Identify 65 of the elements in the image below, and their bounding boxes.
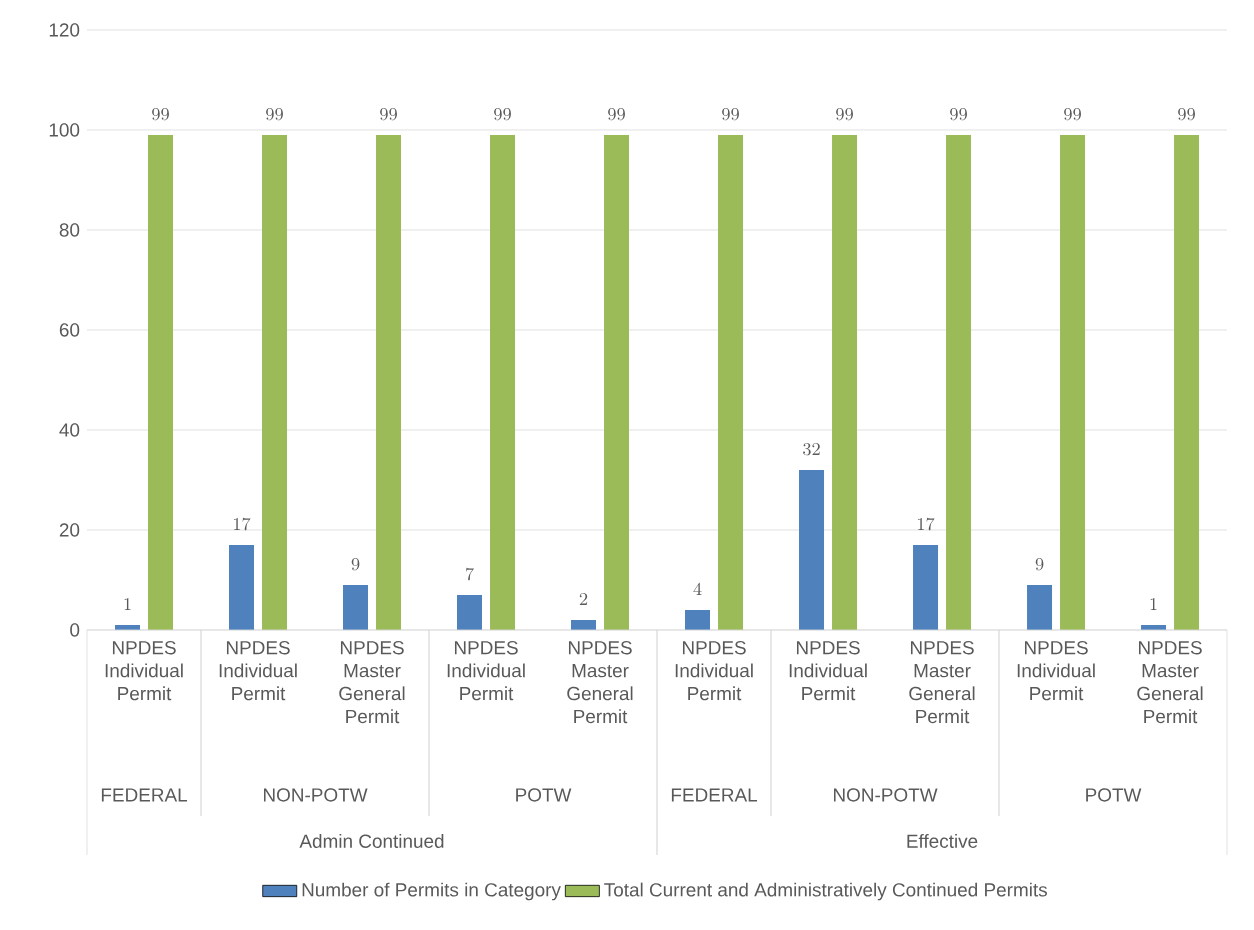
data-label: 99 — [1064, 108, 1081, 121]
legend-label: Total Current and Administratively Continued Permits — [604, 882, 1047, 901]
bar — [685, 609, 711, 630]
data-label: 4 — [693, 582, 702, 595]
x-tick-label: NPDES Individual Permit — [789, 641, 867, 701]
text: FEDERAL — [101, 788, 188, 802]
bar — [799, 469, 825, 630]
bar — [832, 134, 858, 630]
data-label: 99 — [608, 108, 625, 121]
bar — [571, 619, 597, 630]
bar — [913, 544, 939, 630]
data-label: 32 — [803, 443, 820, 456]
bar — [1027, 584, 1053, 630]
bar — [718, 134, 744, 630]
data-label: 2 — [579, 593, 588, 605]
data-label: 99 — [1178, 108, 1195, 121]
text: NON-POTW — [834, 788, 938, 802]
bar — [1174, 134, 1200, 630]
x-tick-label: NPDES Individual Permit — [105, 641, 183, 701]
bar — [262, 134, 288, 630]
text: FEDERAL — [671, 788, 758, 802]
y-tick-label: 60 — [59, 323, 80, 337]
y-tick-label: 120 — [49, 23, 80, 37]
data-label: 99 — [152, 108, 169, 121]
bar — [604, 134, 630, 630]
x-tick-label: NPDES Master General Permit — [909, 641, 975, 724]
bar — [148, 134, 174, 630]
y-tick-label: 80 — [59, 223, 80, 237]
text: Effective — [907, 834, 978, 848]
data-label: 99 — [380, 108, 397, 121]
bar — [343, 584, 369, 630]
bar — [946, 134, 972, 630]
text: POTW — [516, 788, 572, 802]
text: NON-POTW — [264, 788, 368, 802]
bar — [1060, 134, 1086, 630]
data-label: 17 — [917, 517, 935, 531]
data-label: 1 — [1150, 598, 1157, 610]
y-tick-label: 40 — [59, 423, 80, 437]
data-label: 99 — [722, 108, 739, 121]
data-label: 9 — [1035, 558, 1044, 571]
data-label: 99 — [494, 108, 511, 121]
data-label: 99 — [266, 108, 283, 121]
data-label: 99 — [950, 108, 967, 121]
y-tick-label: 0 — [70, 623, 80, 637]
x-tick-label: NPDES Master General Permit — [339, 641, 405, 724]
text: Admin Continued — [299, 834, 444, 848]
bar — [229, 544, 255, 630]
x-tick-label: NPDES Individual Permit — [219, 641, 297, 701]
bar — [490, 134, 516, 630]
data-label: 1 — [124, 598, 131, 610]
y-tick-label: 20 — [59, 523, 80, 537]
x-tick-label: NPDES Individual Permit — [675, 641, 753, 701]
data-label: 9 — [351, 558, 360, 571]
bar — [376, 134, 402, 630]
data-label: 17 — [233, 517, 251, 531]
x-tick-label: NPDES Master General Permit — [1137, 641, 1203, 724]
bar — [457, 594, 483, 630]
x-tick-label: NPDES Individual Permit — [1017, 641, 1095, 701]
x-tick-label: NPDES Individual Permit — [447, 641, 525, 701]
data-label: 99 — [836, 108, 853, 121]
text: POTW — [1086, 788, 1142, 802]
y-tick-label: 100 — [49, 123, 80, 137]
legend-label: Number of Permits in Category — [302, 882, 561, 901]
data-label: 7 — [465, 567, 474, 581]
x-tick-label: NPDES Master General Permit — [567, 641, 633, 724]
